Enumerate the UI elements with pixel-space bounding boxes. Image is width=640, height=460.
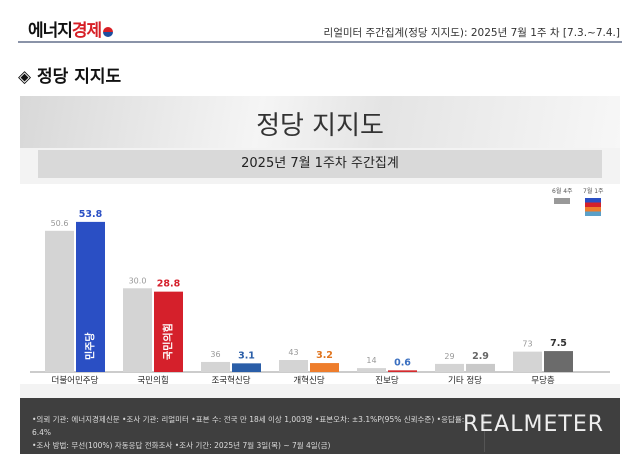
data-label-curr: 2.9: [472, 351, 489, 362]
bar-curr: [154, 291, 183, 372]
data-label-prev: 50.6: [51, 219, 69, 228]
bar-prev: [435, 363, 464, 372]
bar-prev: [123, 288, 152, 372]
data-label-curr: 28.8: [157, 279, 181, 290]
data-label-prev: 29: [444, 352, 454, 361]
bar-prev: [513, 351, 542, 372]
realmeter-logo: REALMETER: [463, 412, 604, 437]
section-title: ◈ 정당 지지도: [18, 67, 122, 87]
bar-curr: [388, 370, 417, 372]
data-label-curr: 3.2: [316, 350, 333, 361]
category-label: 진보당: [375, 375, 399, 384]
survey-info: •의뢰 기관: 에너지경제신문 •조사 기관: 리얼미터 •표본 수: 전국 만…: [32, 413, 485, 452]
data-label-prev: 30.0: [129, 276, 147, 285]
bar-prev: [45, 230, 74, 372]
legend-swatch-prev: [554, 198, 571, 204]
divider: [18, 41, 622, 43]
bar-curr: [310, 363, 339, 372]
chart-title: 정당 지지도: [256, 111, 384, 141]
category-label: 기타 정당: [448, 375, 482, 384]
category-label: 개혁신당: [293, 375, 324, 384]
data-label-curr: 53.8: [79, 209, 103, 220]
data-label-prev: 36: [210, 350, 220, 359]
category-label: 무당층: [531, 375, 555, 384]
chart-card: 정당 지지도 2025년 7월 1주차 주간집계 6월 4주 7월 1주 50.…: [20, 96, 620, 454]
legend-swatch-curr: [585, 198, 602, 216]
footer: •의뢰 기관: 에너지경제신문 •조사 기관: 리얼미터 •표본 수: 전국 만…: [20, 398, 620, 454]
bar-prev: [201, 361, 230, 372]
chart-banner: 정당 지지도: [20, 96, 620, 148]
category-label: 국민의힘: [137, 375, 168, 384]
bar-curr: [466, 363, 495, 372]
category-label: 조국혁신당: [211, 375, 250, 384]
bar-prev: [279, 360, 308, 372]
data-label-prev: 43: [288, 348, 298, 357]
data-label-curr: 7.5: [550, 338, 567, 349]
logo: 에너지경제: [28, 16, 114, 41]
data-label-curr: 3.1: [238, 350, 255, 361]
logo-emblem-icon: [103, 27, 114, 37]
legend-curr: 7월 1주: [583, 186, 604, 219]
party-logo-text: 국민의힘: [162, 323, 175, 360]
bar-prev: [357, 368, 386, 372]
data-label-prev: 73: [522, 340, 532, 349]
chart-subtitle: 2025년 7월 1주차 주간집계: [38, 150, 602, 178]
category-label: 더불어민주당: [52, 375, 99, 384]
bar-curr: [232, 363, 261, 372]
data-label-curr: 0.6: [394, 357, 411, 368]
header-title: 리얼미터 주간집계(정당 지지도): 2025년 7월 1주 차 [7.3.~7…: [323, 27, 620, 39]
party-logo-text: 민주당: [84, 332, 97, 360]
legend-prev: 6월 4주: [552, 186, 573, 207]
bar-curr: [76, 221, 105, 372]
data-label-prev: 14: [366, 356, 376, 365]
bar-curr: [544, 351, 573, 372]
plot-area: 6월 4주 7월 1주 50.6 53.8 더불어민주당 민주당 30.0 28.8 국민의…: [20, 184, 620, 386]
